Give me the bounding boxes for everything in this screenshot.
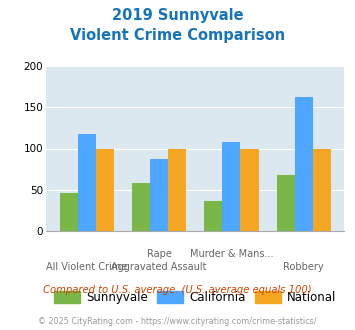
Bar xyxy=(295,97,313,231)
Bar xyxy=(277,175,295,231)
Bar xyxy=(168,148,186,231)
Text: Aggravated Assault: Aggravated Assault xyxy=(111,262,207,272)
Bar xyxy=(78,135,96,231)
Bar xyxy=(204,201,222,231)
Text: © 2025 CityRating.com - https://www.cityrating.com/crime-statistics/: © 2025 CityRating.com - https://www.city… xyxy=(38,317,317,326)
Text: Compared to U.S. average. (U.S. average equals 100): Compared to U.S. average. (U.S. average … xyxy=(43,285,312,295)
Text: Murder & Mans...: Murder & Mans... xyxy=(190,249,273,259)
Bar xyxy=(132,183,150,231)
Legend: Sunnyvale, California, National: Sunnyvale, California, National xyxy=(49,286,341,309)
Bar xyxy=(60,193,78,231)
Bar xyxy=(313,148,331,231)
Text: Robbery: Robbery xyxy=(283,262,324,272)
Text: Violent Crime Comparison: Violent Crime Comparison xyxy=(70,28,285,43)
Bar xyxy=(96,148,114,231)
Text: All Violent Crime: All Violent Crime xyxy=(46,262,127,272)
Text: 2019 Sunnyvale: 2019 Sunnyvale xyxy=(112,8,243,23)
Text: Rape: Rape xyxy=(147,249,171,259)
Bar xyxy=(240,148,258,231)
Bar xyxy=(222,142,240,231)
Bar xyxy=(150,159,168,231)
